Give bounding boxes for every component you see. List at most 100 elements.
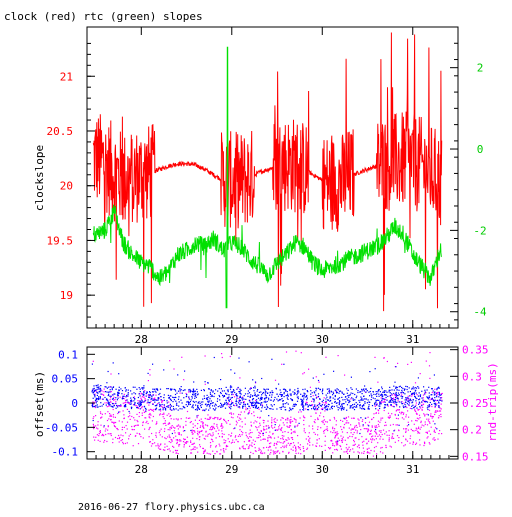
rnd-trip-point (275, 429, 277, 431)
rnd-trip-point (429, 399, 431, 401)
rnd-trip-point (312, 404, 314, 406)
offset-point (332, 394, 334, 396)
offset-point (326, 409, 328, 411)
rnd-trip-point (337, 444, 339, 446)
offset-point (391, 398, 394, 400)
rnd-trip-point (299, 448, 301, 451)
offset-point (153, 388, 155, 390)
rnd-trip-point (377, 420, 379, 422)
offset-point (175, 400, 177, 402)
rnd-trip-point (381, 446, 383, 449)
offset-point (251, 395, 253, 397)
rnd-trip-point (221, 425, 223, 427)
rnd-trip-point (409, 437, 411, 440)
rnd-trip-point (235, 420, 237, 422)
offset-point (128, 410, 130, 413)
rnd-trip-point (216, 451, 218, 453)
offset-point (379, 405, 381, 407)
offset-point (142, 388, 144, 390)
offset-point (212, 391, 214, 393)
rnd-trip-point (380, 430, 382, 432)
offset-point (163, 399, 165, 401)
rnd-trip-point (327, 429, 329, 432)
rnd-trip-point (124, 402, 126, 404)
rnd-trip-point (248, 411, 250, 414)
offset-point (223, 390, 225, 392)
offset-point (163, 404, 165, 406)
offset-point (159, 403, 161, 406)
rnd-trip-point (346, 422, 348, 424)
offset-point (296, 394, 298, 396)
offset-point (163, 397, 165, 399)
offset-point (209, 393, 212, 395)
rnd-trip-point (167, 436, 169, 438)
offset-point (289, 407, 291, 409)
rnd-trip-point (204, 449, 206, 451)
rnd-trip-point (207, 414, 209, 416)
rnd-trip-point (217, 427, 219, 429)
rnd-trip-point (392, 397, 395, 399)
offset-point (137, 406, 139, 409)
rnd-trip-point (251, 413, 253, 415)
offset-point (265, 401, 267, 403)
rnd-trip-point (150, 445, 153, 447)
offset-point (369, 390, 371, 393)
offset-point (166, 402, 168, 404)
offset-point (249, 388, 251, 390)
rnd-trip-point (367, 430, 369, 432)
offset-point (174, 389, 176, 391)
offset-point (156, 404, 158, 406)
rnd-trip-point (270, 436, 272, 438)
offset-point (266, 406, 268, 408)
offset-point (428, 386, 430, 388)
rnd-trip-point (278, 426, 280, 428)
offset-point (261, 398, 263, 400)
rnd-trip-point (101, 390, 103, 392)
offset-point (208, 388, 210, 390)
rnd-trip-point (117, 405, 119, 407)
offset-point (170, 405, 172, 407)
rnd-trip-point (149, 412, 151, 415)
rnd-trip-point (299, 417, 301, 419)
offset-point (332, 397, 334, 399)
rnd-trip-point (405, 438, 407, 440)
rnd-trip-point (258, 431, 260, 433)
rnd-trip-point (324, 449, 326, 451)
offset-point (346, 392, 348, 394)
offset-point (95, 405, 97, 407)
offset-point (310, 404, 312, 406)
rnd-trip-point (438, 417, 440, 419)
rnd-trip-point (190, 421, 192, 423)
rnd-trip-point (260, 430, 262, 432)
rnd-trip-point (307, 443, 309, 445)
rnd-trip-point (312, 395, 314, 397)
offset-point (295, 404, 297, 406)
offset-point (412, 392, 414, 394)
offset-point (273, 399, 275, 401)
offset-point (381, 395, 383, 397)
rnd-trip-point (207, 435, 209, 437)
rnd-trip-point (428, 365, 431, 367)
offset-point (297, 389, 299, 392)
offset-point (302, 409, 304, 411)
offset-point (366, 390, 368, 392)
offset-point (231, 396, 233, 399)
offset-point (321, 400, 323, 403)
offset-point (242, 407, 244, 409)
offset-point (291, 399, 293, 401)
offset-point (394, 381, 396, 383)
offset-point (280, 408, 282, 410)
offset-point (118, 411, 120, 413)
rnd-trip-point (380, 447, 382, 449)
rnd-trip-point (329, 448, 331, 450)
offset-point (302, 402, 304, 404)
offset-point (314, 404, 316, 406)
offset-point (194, 393, 196, 395)
rnd-trip-point (314, 422, 316, 424)
rnd-trip-point (204, 383, 206, 385)
offset-point (195, 401, 197, 403)
offset-point (334, 398, 336, 400)
offset-point (302, 406, 304, 408)
offset-point (375, 401, 377, 403)
rnd-trip-point (127, 402, 129, 404)
